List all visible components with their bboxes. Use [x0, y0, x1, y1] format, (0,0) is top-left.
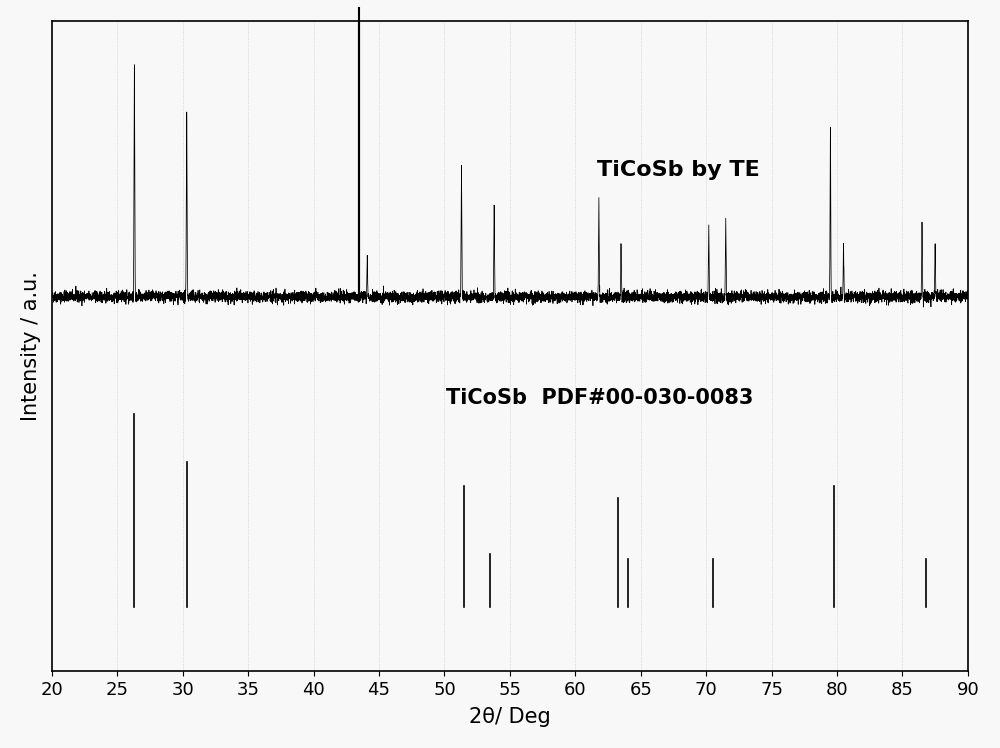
- Text: TiCoSb by TE: TiCoSb by TE: [597, 160, 760, 180]
- Y-axis label: Intensity / a.u.: Intensity / a.u.: [21, 271, 41, 421]
- X-axis label: 2θ/ Deg: 2θ/ Deg: [469, 707, 551, 727]
- Text: TiCoSb  PDF#00-030-0083: TiCoSb PDF#00-030-0083: [446, 388, 753, 408]
